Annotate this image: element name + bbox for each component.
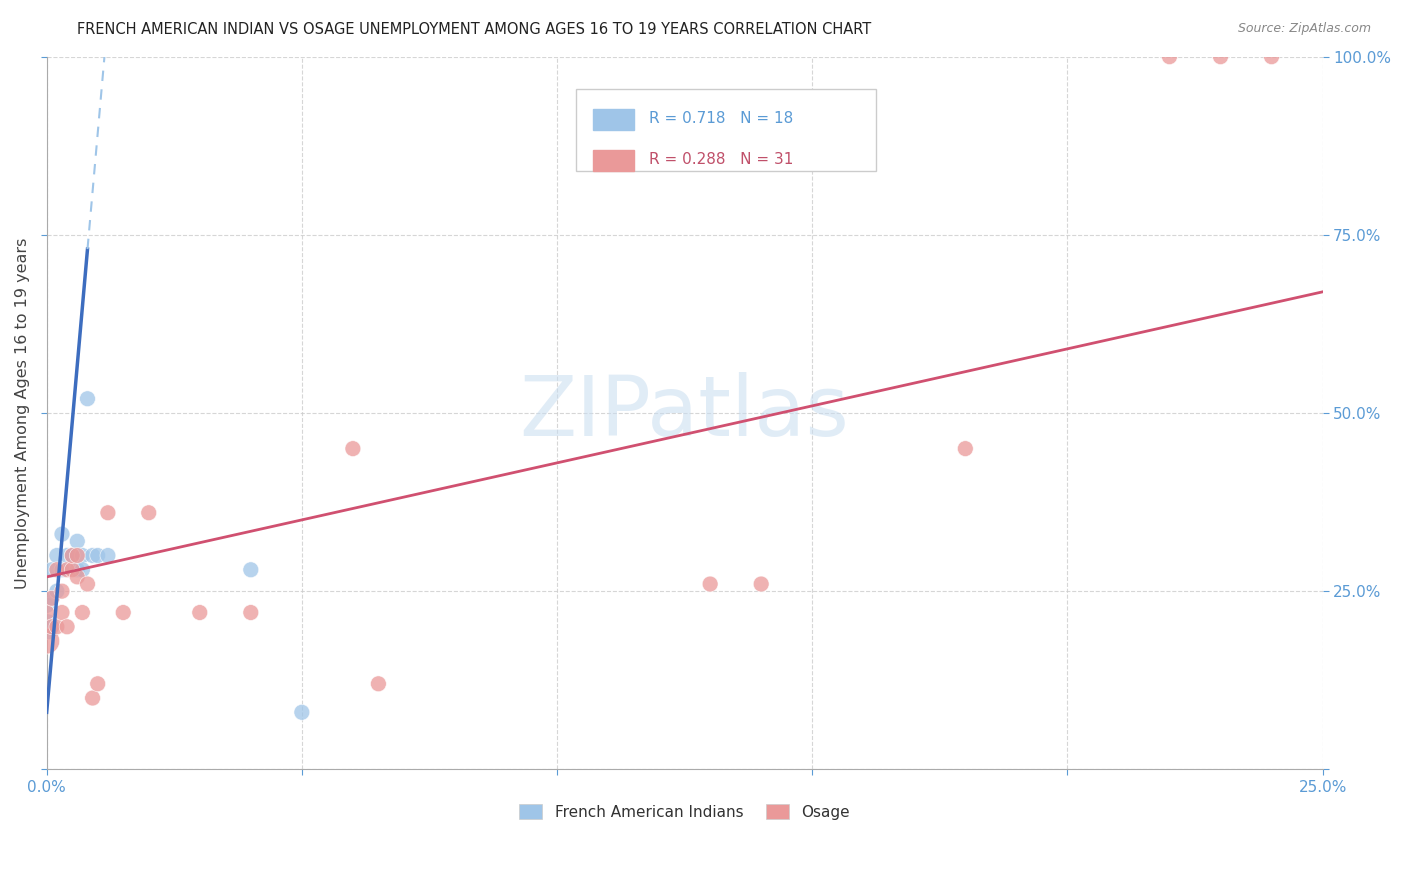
FancyBboxPatch shape [593, 109, 634, 129]
Point [45, 563, 67, 577]
Point [86, 549, 108, 563]
Point [45, 549, 67, 563]
Point [51, 527, 73, 541]
Point [72, 606, 94, 620]
Point [138, 506, 160, 520]
Text: ZIPatlas: ZIPatlas [520, 373, 849, 453]
Point [699, 577, 721, 591]
Point [66, 570, 89, 584]
Point [76, 577, 98, 591]
Point [342, 442, 364, 456]
Point [291, 706, 314, 720]
Point [60, 549, 83, 563]
Y-axis label: Unemployment Among Ages 16 to 19 years: Unemployment Among Ages 16 to 19 years [15, 237, 30, 589]
Point [51, 563, 73, 577]
Point [45, 584, 67, 599]
Point [66, 549, 89, 563]
Point [239, 563, 262, 577]
FancyBboxPatch shape [593, 150, 634, 170]
Point [35, 606, 58, 620]
FancyBboxPatch shape [576, 88, 876, 170]
Point [56, 620, 79, 634]
Point [82, 691, 104, 706]
Legend: French American Indians, Osage: French American Indians, Osage [513, 797, 856, 826]
Point [66, 534, 89, 549]
Point [45, 620, 67, 634]
Point [72, 549, 94, 563]
Text: R = 0.718   N = 18: R = 0.718 N = 18 [650, 111, 793, 126]
Point [97, 549, 120, 563]
Point [35, 634, 58, 648]
Point [239, 606, 262, 620]
Point [749, 577, 772, 591]
Point [35, 620, 58, 634]
Point [41, 563, 63, 577]
Point [955, 442, 977, 456]
Point [72, 563, 94, 577]
Point [86, 677, 108, 691]
Point [56, 563, 79, 577]
Point [66, 563, 89, 577]
Point [60, 549, 83, 563]
Text: R = 0.288   N = 31: R = 0.288 N = 31 [650, 152, 793, 167]
Point [41, 591, 63, 606]
Point [82, 549, 104, 563]
Point [188, 606, 211, 620]
Point [51, 584, 73, 599]
Text: FRENCH AMERICAN INDIAN VS OSAGE UNEMPLOYMENT AMONG AGES 16 TO 19 YEARS CORRELATI: FRENCH AMERICAN INDIAN VS OSAGE UNEMPLOY… [77, 22, 872, 37]
Point [1159, 50, 1181, 64]
Point [60, 563, 83, 577]
Point [112, 606, 135, 620]
Point [35, 599, 58, 613]
Point [41, 591, 63, 606]
Point [1209, 50, 1232, 64]
Point [41, 620, 63, 634]
Point [1260, 50, 1282, 64]
Point [367, 677, 389, 691]
Text: Source: ZipAtlas.com: Source: ZipAtlas.com [1237, 22, 1371, 36]
Point [97, 506, 120, 520]
Point [56, 549, 79, 563]
Point [76, 392, 98, 406]
Point [51, 606, 73, 620]
